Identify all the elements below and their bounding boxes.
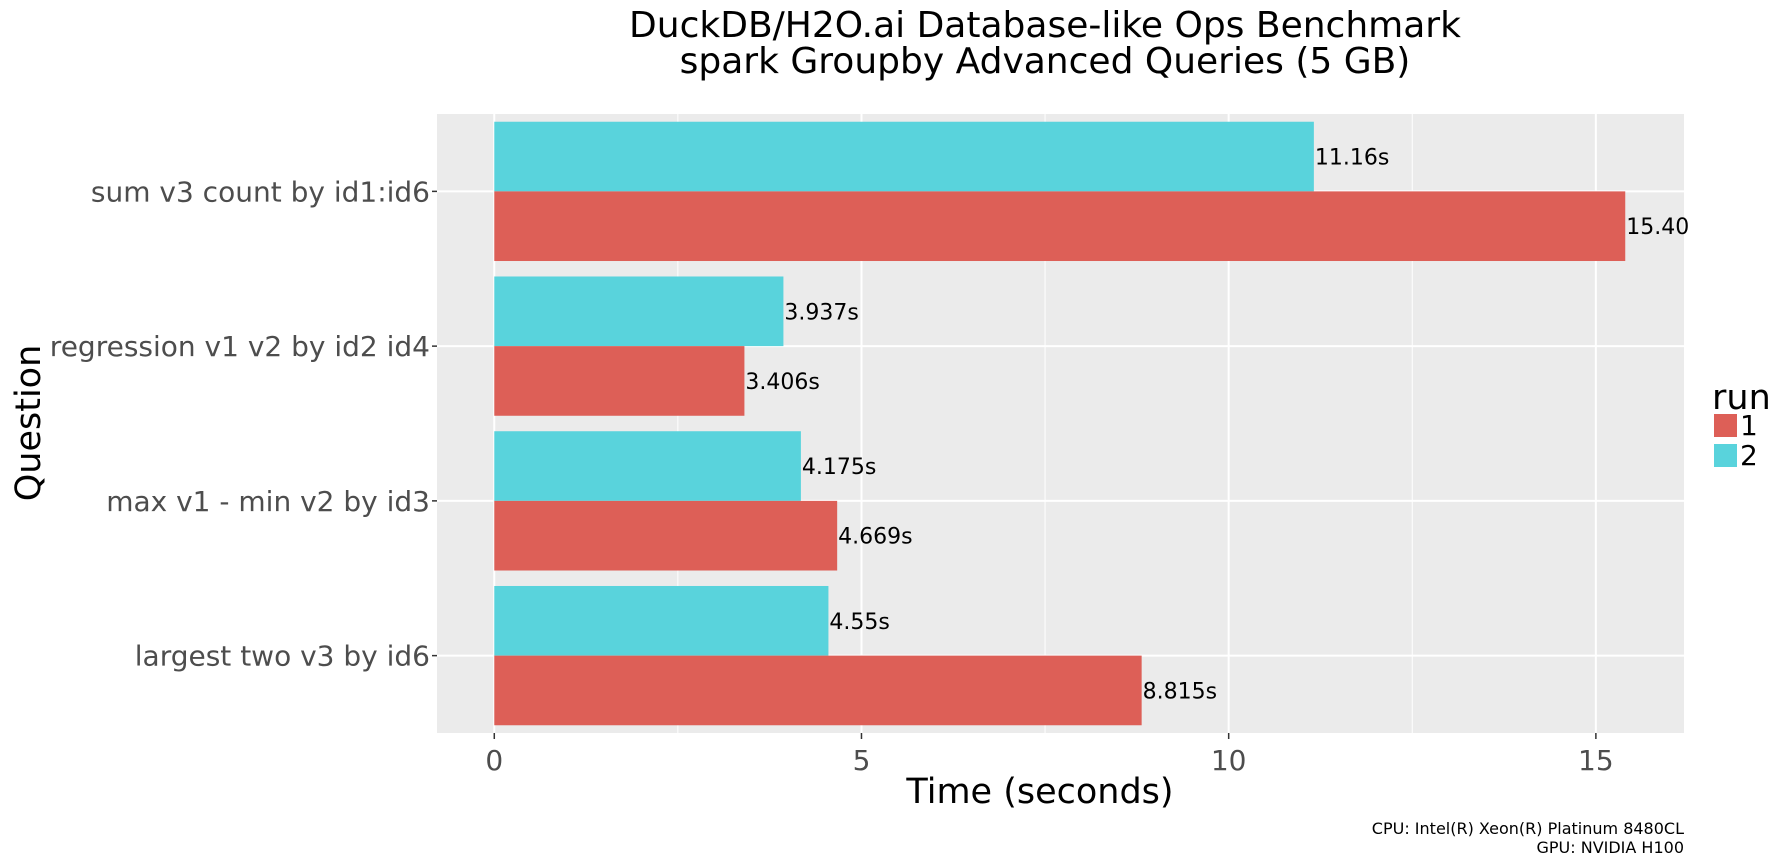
bar-run-1-1 [494, 191, 1626, 262]
legend-entries: 12 [1714, 409, 1758, 472]
y-axis: sum v3 count by id1:id6 regression v1 v2 … [50, 175, 437, 673]
data-label-run-2-4: 4.55s [829, 610, 889, 635]
data-label-run-1-1: 15.40 [1626, 215, 1689, 240]
data-label-run-2-2: 3.937s [784, 300, 858, 325]
caption-cpu: CPU: Intel(R) Xeon(R) Platinum 8480CL [1372, 819, 1684, 838]
x-tick-label: 0 [485, 744, 503, 777]
legend-label-run-1: 1 [1740, 409, 1758, 442]
x-axis: 0 5 10 15 [485, 733, 1614, 777]
data-label-run-2-3: 4.175s [802, 455, 876, 480]
bar-run-2-3 [494, 431, 801, 501]
bar-run-1-2 [494, 346, 745, 416]
bar-run-1-3 [494, 500, 838, 571]
bar-run-2-2 [494, 276, 784, 347]
data-label-run-1-2: 3.406s [745, 370, 819, 395]
data-label-run-1-4: 8.815s [1143, 679, 1217, 704]
legend-label-run-2: 2 [1740, 439, 1758, 472]
x-tick-label: 15 [1578, 744, 1614, 777]
x-axis-title: Time (seconds) [905, 772, 1173, 812]
y-axis-title: Question [9, 345, 49, 502]
bar-run-2-4 [494, 585, 829, 656]
data-label-run-2-1: 11.16s [1315, 146, 1389, 171]
legend: run 12 [1712, 378, 1771, 472]
bar-run-1-4 [494, 655, 1142, 726]
y-tick-label: max v1 - min v2 by id3 [106, 485, 430, 518]
legend-swatch-run-1 [1714, 414, 1737, 437]
y-tick-label: sum v3 count by id1:id6 [91, 175, 430, 208]
bars [494, 121, 1626, 726]
x-tick-label: 5 [853, 744, 871, 777]
chart-title-line-1: DuckDB/H2O.ai Database-like Ops Benchmar… [629, 5, 1461, 46]
y-tick-label: largest two v3 by id6 [135, 640, 430, 673]
data-label-run-1-3: 4.669s [838, 525, 912, 550]
legend-title: run [1712, 378, 1771, 418]
y-tick-label: regression v1 v2 by id2 id4 [50, 330, 430, 363]
x-tick-label: 10 [1211, 744, 1247, 777]
data-labels: 11.16s 15.40 3.937s 3.406s 4.175s 4.669s 4.55s… [745, 146, 1689, 705]
legend-swatch-run-2 [1714, 444, 1737, 467]
chart-title-line-2: spark Groupby Advanced Queries (5 GB) [680, 41, 1411, 82]
caption-gpu: GPU: NVIDIA H100 [1536, 838, 1684, 857]
bar-run-2-1 [494, 121, 1314, 192]
